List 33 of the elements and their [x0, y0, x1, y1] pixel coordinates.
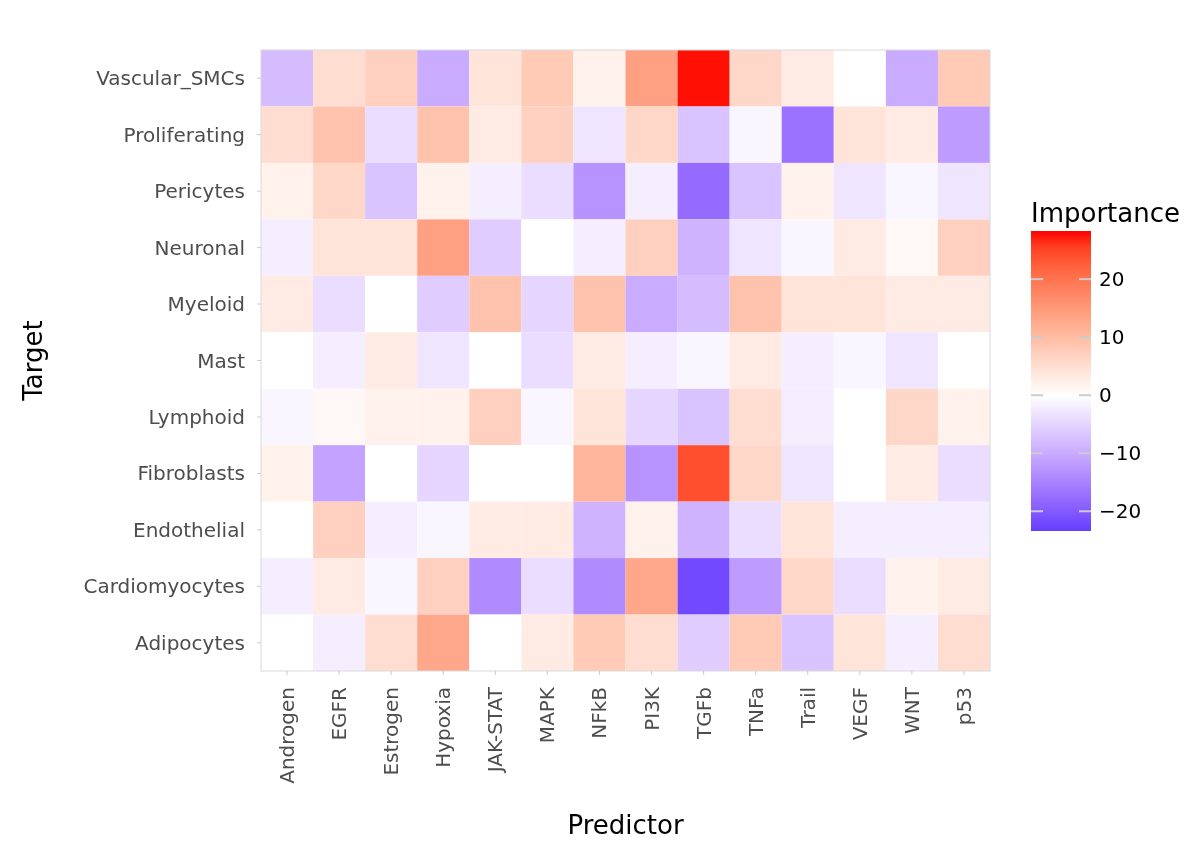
color-bar-label: 20: [1099, 267, 1125, 292]
x-tick-label: WNT: [899, 686, 924, 734]
x-tick-label: Hypoxia: [431, 687, 456, 768]
y-tick-label: Proliferating: [123, 122, 245, 147]
y-tick-label: Myeloid: [167, 292, 245, 317]
y-tick-label: Mast: [197, 348, 246, 373]
x-axis-title: Predictor: [567, 810, 684, 840]
y-tick-label: Adipocytes: [135, 630, 245, 655]
x-tick-label: Trail: [795, 687, 820, 729]
x-tick-label: PI3K: [639, 686, 664, 731]
y-tick-label: Neuronal: [154, 235, 245, 260]
x-tick-label: Estrogen: [379, 687, 404, 776]
color-bar-label: −20: [1099, 499, 1142, 524]
x-tick-label: EGFR: [327, 686, 352, 741]
color-bar-title: Importance: [1031, 198, 1180, 228]
x-tick-label: TGFb: [691, 687, 716, 740]
x-tick-label: NFkB: [587, 687, 612, 739]
color-bar-label: −10: [1099, 441, 1142, 466]
y-tick-label: Endothelial: [133, 517, 245, 542]
x-tick-label: p53: [951, 687, 976, 726]
x-tick-label: Androgen: [275, 687, 300, 784]
y-axis-title: Target: [18, 320, 48, 402]
x-tick-label: TNFa: [743, 687, 768, 738]
x-tick-label: MAPK: [535, 686, 560, 744]
color-bar-label: 0: [1099, 383, 1112, 408]
y-tick-label: Fibroblasts: [137, 461, 245, 486]
x-tick-label: VEGF: [847, 687, 872, 741]
y-tick-label: Lymphoid: [148, 404, 245, 429]
y-tick-label: Pericytes: [154, 179, 245, 204]
color-bar-label: 10: [1099, 325, 1125, 350]
y-tick-label: Vascular_SMCs: [96, 66, 245, 91]
y-tick-label: Cardiomyocytes: [83, 574, 245, 599]
x-tick-label: JAK-STAT: [483, 686, 508, 775]
